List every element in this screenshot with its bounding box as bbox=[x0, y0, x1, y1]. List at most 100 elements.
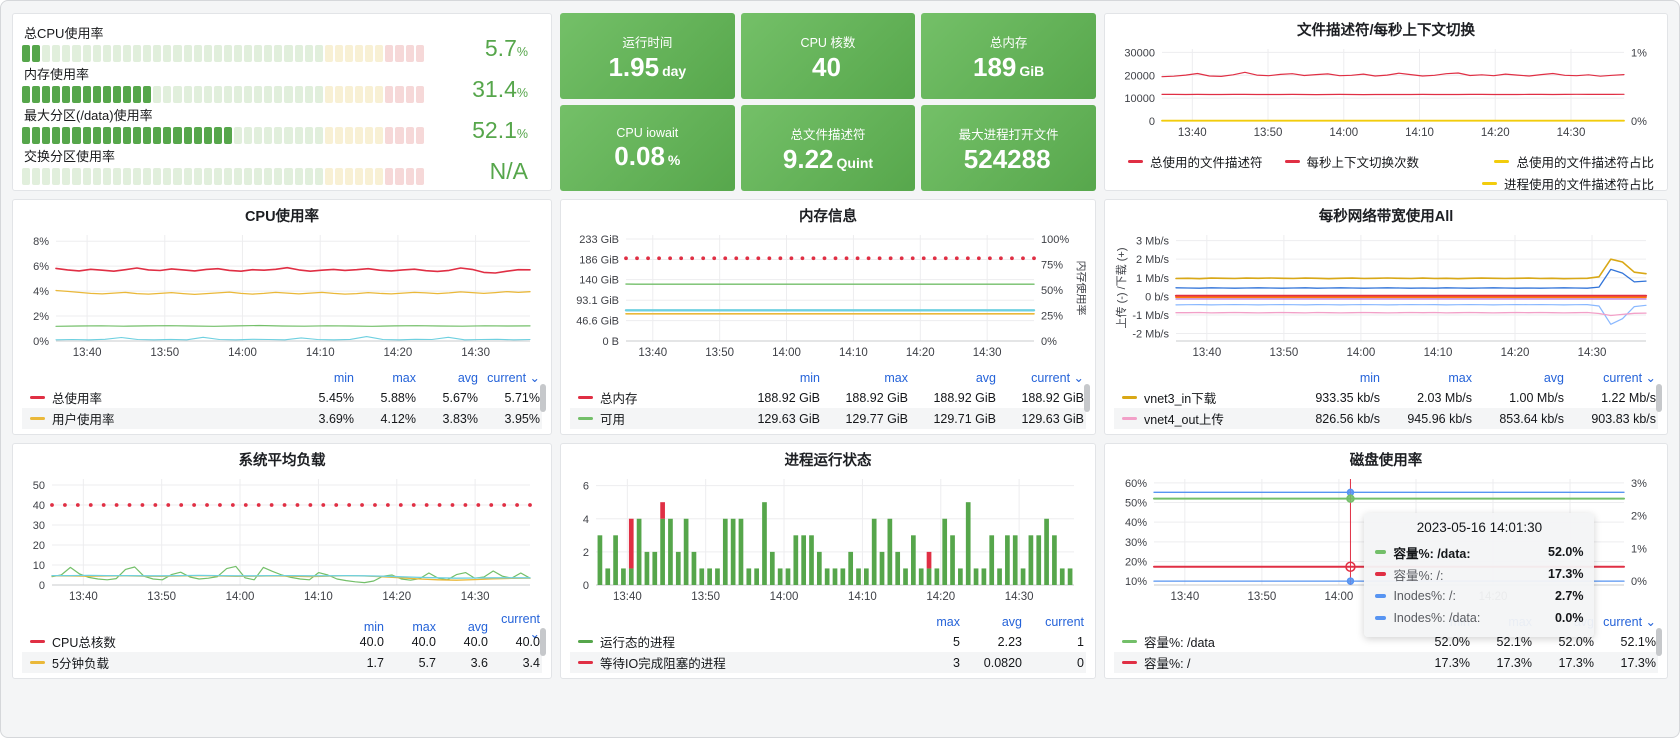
legend-sort-avg[interactable]: avg bbox=[1543, 370, 1564, 385]
legend-scrollbar-thumb[interactable] bbox=[540, 628, 546, 656]
gauge-cell bbox=[42, 45, 51, 62]
svg-text:13:40: 13:40 bbox=[638, 347, 667, 359]
gauge-cell bbox=[92, 86, 101, 103]
gauge-cell bbox=[365, 86, 374, 103]
svg-text:6: 6 bbox=[583, 481, 589, 493]
legend-series-toggle[interactable]: 可用 bbox=[570, 409, 734, 428]
panel-resource-gauges: 总CPU使用率 5.7% 内存使用率 31.4% 最大分区(/data)使用率 52.1%… bbox=[12, 13, 552, 191]
gauge-cell bbox=[72, 86, 81, 103]
panel-title[interactable]: 进程运行状态 bbox=[784, 453, 872, 469]
legend-stat-value: 40.0 bbox=[411, 634, 436, 649]
svg-text:14:20: 14:20 bbox=[384, 347, 413, 359]
chart-canvas-proc[interactable]: 13:40 13:50 14:00 14:10 14:20 14:30 0 2 4 6 bbox=[570, 471, 1086, 605]
gauge-cell bbox=[32, 86, 41, 103]
tooltip-series-value: 2.7% bbox=[1554, 589, 1584, 603]
legend-series-toggle[interactable]: 总使用率 bbox=[22, 388, 294, 407]
panel-title[interactable]: CPU使用率 bbox=[244, 209, 320, 225]
chart-canvas-cpu[interactable]: 13:40 13:50 14:00 14:10 14:20 14:30 0% 2% 4% 6% 8% bbox=[22, 227, 542, 361]
panel-title[interactable]: 每秒网络带宽使用All bbox=[1318, 209, 1454, 225]
series-color-dash bbox=[30, 395, 45, 400]
gauge-cell bbox=[143, 45, 152, 62]
panel-title[interactable]: 内存信息 bbox=[799, 209, 857, 225]
legend-scrollbar-thumb[interactable] bbox=[1084, 384, 1090, 412]
legend-scrollbar-thumb[interactable] bbox=[1656, 628, 1662, 656]
legend-series-toggle[interactable]: 总内存 bbox=[570, 388, 734, 407]
panel-cpu-usage: CPU使用率 13:40 13:50 14:00 14:10 14:20 14:30 0% 2… bbox=[12, 199, 552, 435]
legend-label: 容量%: / bbox=[1144, 657, 1191, 671]
gauge-cell bbox=[244, 86, 253, 103]
legend-item[interactable]: 总使用的文件描述符占比 bbox=[1494, 152, 1654, 171]
panel-title[interactable]: 文件描述符/每秒上下文切换 bbox=[1296, 23, 1476, 39]
legend-sort-min[interactable]: min bbox=[363, 619, 384, 634]
legend-sort-avg[interactable]: avg bbox=[457, 370, 478, 385]
legend-series-toggle[interactable]: 等待IO完成阻塞的进程 bbox=[570, 653, 900, 672]
legend-series-toggle[interactable]: 容量%: /data bbox=[1114, 632, 1410, 651]
chart-canvas-load[interactable]: 13:40 13:50 14:00 14:10 14:20 14:30 0 10 20 30 40 5… bbox=[22, 471, 542, 605]
legend-sort-current[interactable]: current ⌄ bbox=[487, 371, 540, 385]
svg-text:14:30: 14:30 bbox=[1557, 127, 1586, 139]
panel-title[interactable]: 系统平均负载 bbox=[238, 453, 326, 469]
legend-stat-value: 3.4 bbox=[522, 655, 540, 670]
legend-sort-current[interactable]: current ⌄ bbox=[1603, 615, 1656, 629]
legend-sort-avg[interactable]: avg bbox=[975, 370, 996, 385]
svg-text:1%: 1% bbox=[1631, 543, 1647, 555]
legend-sort-max[interactable]: max bbox=[936, 614, 960, 629]
legend-item[interactable]: 进程使用的文件描述符占比 bbox=[1481, 174, 1654, 190]
legend-item[interactable]: 总使用的文件描述符 bbox=[1128, 152, 1263, 171]
legend-series-toggle[interactable]: vnet3_in下载 bbox=[1114, 388, 1290, 407]
svg-text:4%: 4% bbox=[33, 286, 49, 298]
panel-stat-tiles: 运行时间 1.95 day CPU 核数 40 总内存 189 GiB CPU iowait 0.… bbox=[560, 13, 1096, 191]
panel-title[interactable]: 磁盘使用率 bbox=[1349, 453, 1423, 469]
legend-stat-value: 2.03 Mb/s bbox=[1417, 390, 1472, 405]
legend-stat-value: 52.1% bbox=[1620, 634, 1656, 649]
legend-sort-current[interactable]: current ⌄ bbox=[501, 612, 540, 641]
gauge-cell bbox=[102, 127, 111, 144]
chart-canvas-mem[interactable]: 13:40 13:50 14:00 14:10 14:20 14:30 0 B 46.6 Gi… bbox=[570, 227, 1089, 361]
legend-sort-max[interactable]: max bbox=[884, 370, 908, 385]
gauge-cell bbox=[203, 86, 212, 103]
legend-sort-min[interactable]: min bbox=[799, 370, 820, 385]
svg-text:100%: 100% bbox=[1041, 234, 1069, 246]
legend-sort-max[interactable]: max bbox=[392, 370, 416, 385]
legend-series-toggle[interactable]: 用户使用率 bbox=[22, 409, 294, 428]
legend-label: 总使用的文件描述符占比 bbox=[1516, 156, 1654, 170]
legend-label: 总使用的文件描述符 bbox=[1150, 156, 1263, 170]
legend-series-toggle[interactable]: 5分钟负载 bbox=[22, 653, 334, 672]
svg-text:20%: 20% bbox=[1125, 556, 1147, 568]
legend-sort-max[interactable]: max bbox=[1448, 370, 1472, 385]
legend-scrollbar-thumb[interactable] bbox=[540, 384, 546, 412]
legend-series-toggle[interactable]: vnet4_out上传 bbox=[1114, 409, 1290, 428]
gauge-cell bbox=[254, 86, 263, 103]
gauge-cell bbox=[153, 45, 162, 62]
legend-sort-avg[interactable]: avg bbox=[1001, 614, 1022, 629]
legend-row: 可用 129.63 GiB 129.77 GiB 129.71 GiB 129.63 G… bbox=[570, 408, 1086, 429]
tooltip-series-label: 容量%: /data: bbox=[1393, 546, 1471, 561]
legend-sort-current[interactable]: current ⌄ bbox=[1031, 371, 1084, 385]
legend-series-toggle[interactable]: 运行态的进程 bbox=[570, 632, 900, 651]
gauge-cell bbox=[122, 168, 132, 185]
gauge-value: 31.4% bbox=[424, 76, 542, 103]
fd-chart: 13:40 13:50 14:00 14:10 14:20 14:30 0 10000 2000… bbox=[1114, 41, 1658, 146]
legend-sort-current[interactable]: current bbox=[1045, 614, 1084, 629]
legend-sort-current[interactable]: current ⌄ bbox=[1603, 371, 1656, 385]
gauge-cell bbox=[173, 168, 182, 185]
gauge-cell bbox=[133, 127, 142, 144]
svg-text:0: 0 bbox=[1149, 116, 1155, 128]
legend-sort-max[interactable]: max bbox=[412, 619, 436, 634]
legend-scrollbar-thumb[interactable] bbox=[1656, 384, 1662, 412]
legend-sort-avg[interactable]: avg bbox=[467, 619, 488, 634]
legend-item[interactable]: 每秒上下文切换次数 bbox=[1284, 152, 1419, 171]
legend-series-toggle[interactable]: 容量%: / bbox=[1114, 653, 1410, 672]
legend-sort-min[interactable]: min bbox=[333, 370, 354, 385]
gauge-cell bbox=[193, 86, 202, 103]
svg-text:0 b/s: 0 b/s bbox=[1145, 291, 1169, 303]
gauge-value-unit: % bbox=[516, 86, 528, 100]
svg-text:46.6 GiB: 46.6 GiB bbox=[576, 316, 619, 328]
legend-row: 总内存 188.92 GiB 188.92 GiB 188.92 GiB 188.92 … bbox=[570, 387, 1086, 408]
gauge-cell bbox=[213, 45, 222, 62]
legend-sort-min[interactable]: min bbox=[1359, 370, 1380, 385]
legend-series-toggle[interactable]: CPU总核数 bbox=[22, 632, 334, 651]
chart-canvas-fd[interactable]: 13:40 13:50 14:00 14:10 14:20 14:30 0 10000 2000… bbox=[1114, 41, 1658, 141]
gauge-cell bbox=[112, 86, 121, 103]
chart-canvas-net[interactable]: 13:40 13:50 14:00 14:10 14:20 14:30 -2 Mb/s -1 … bbox=[1114, 227, 1658, 361]
